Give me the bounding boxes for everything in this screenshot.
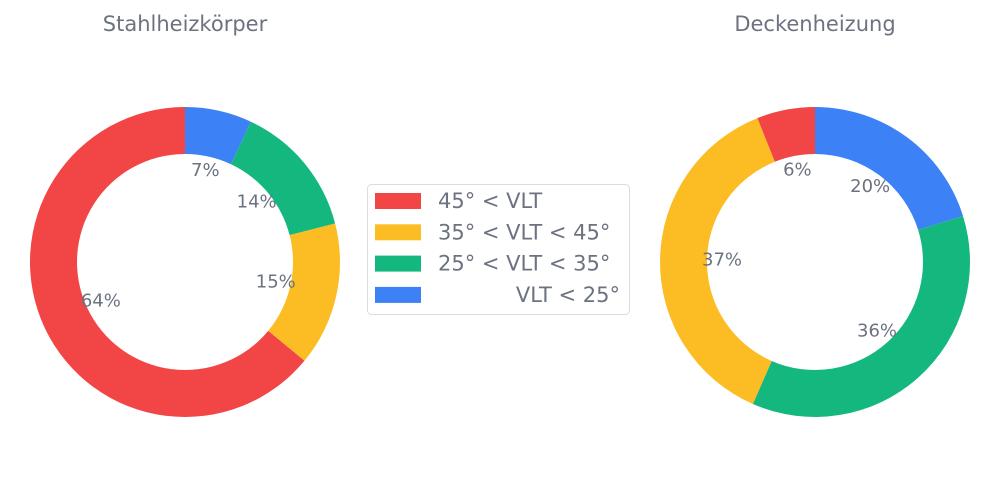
- donut-slice: [752, 215, 970, 417]
- slice-label: 20%: [850, 176, 890, 197]
- legend-label: 45° < VLT: [438, 189, 542, 213]
- slice-label: 36%: [857, 320, 897, 341]
- donut-slice: [29, 107, 305, 417]
- chart-title-left: Stahlheizkörper: [103, 12, 268, 36]
- legend-swatch: [375, 286, 421, 303]
- legend-label: 25° < VLT < 35°: [438, 252, 610, 276]
- donut-slice: [230, 121, 336, 236]
- slice-label: 64%: [81, 291, 121, 312]
- legend-swatch: [375, 193, 421, 209]
- donut-slice: [268, 223, 341, 361]
- donut-slice: [815, 107, 964, 230]
- slice-label: 7%: [191, 160, 220, 181]
- legend-label: VLT < 25°: [516, 283, 620, 307]
- slice-label: 37%: [702, 250, 742, 271]
- slice-label: 14%: [237, 192, 277, 213]
- donut-slice: [757, 107, 815, 162]
- legend-swatch: [375, 255, 421, 272]
- legend: 45° < VLT 35° < VLT < 45° 25° < VLT < 35° V…: [367, 184, 630, 315]
- donut-slice: [185, 107, 251, 165]
- legend-swatch: [375, 224, 421, 241]
- chart-title-right: Deckenheizung: [734, 12, 895, 36]
- legend-label: 35° < VLT < 45°: [438, 220, 610, 244]
- slice-label: 6%: [783, 160, 812, 181]
- slice-label: 15%: [256, 271, 296, 292]
- donut-slice: [659, 118, 775, 404]
